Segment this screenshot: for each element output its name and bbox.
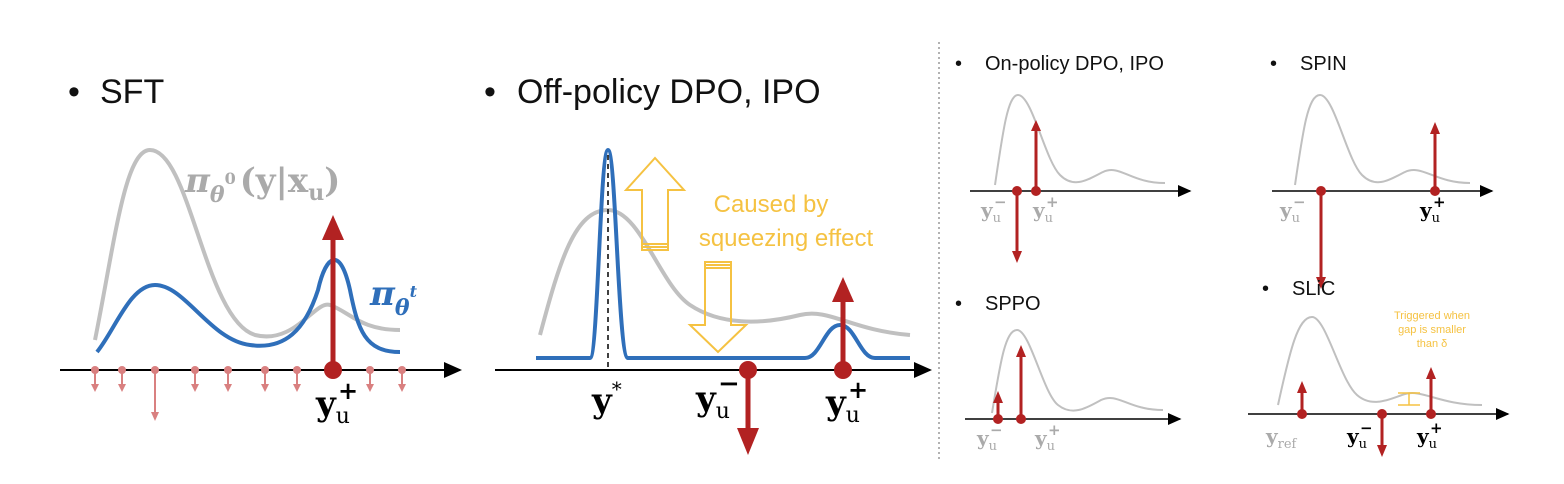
onpolicy-yminus-label: yu− [980,193,1007,226]
sft-small-down-arrows [91,366,406,421]
onpolicy-curve [994,93,1166,186]
small-arrow-4 [191,366,199,392]
panel-offpolicy-bullet: • [484,73,496,111]
small-arrow-7 [293,366,301,392]
sppo-yplus-label: yu+ [1034,421,1061,454]
small-arrow-3 [151,366,159,421]
offpolicy-yminus-label: yu− [695,369,740,424]
onpolicy-negative-arrow [1012,186,1022,263]
panel-sppo-title: SPPO [985,293,1041,315]
slic-note-line1: Triggered when [1394,310,1470,322]
sft-positive-arrow [322,215,344,379]
panel-slic-title: SLiC [1292,278,1335,300]
small-arrow-6 [261,366,269,392]
sft-old-policy-label: πθ0 (y|xu) [184,161,340,208]
slic-curve [1277,315,1483,406]
offpolicy-new-policy-curve [536,147,910,360]
slic-yref-label: yref [1265,424,1298,452]
panel-spin-title: SPIN [1300,53,1347,75]
sft-new-policy-curve [95,258,401,354]
panel-onpolicy-bullet: • [955,53,962,75]
panel-sft-bullet: • [68,73,80,111]
small-arrow-5 [224,366,232,392]
panel-onpolicy: • On-policy DPO, IPO yu− yu+ [955,53,1192,263]
panel-slic: • SLiC Triggered when gap is smaller tha… [1248,278,1510,457]
panel-sppo-bullet: • [955,293,962,315]
sft-new-policy-label: πθt [369,274,418,321]
slic-negative-arrow [1377,409,1387,457]
offpolicy-ystar-label: y* [591,377,622,421]
slic-note-line2: gap is smaller [1398,324,1466,336]
small-arrow-1 [91,366,99,392]
offpolicy-yplus-label: yu+ [825,375,868,428]
spin-yminus-label: yu− [1279,193,1306,226]
spin-curve [1294,93,1471,186]
sppo-positive-arrow [1016,345,1026,424]
spin-yplus-label: yu+ [1419,193,1446,226]
onpolicy-yplus-label: yu+ [1032,193,1059,226]
spin-negative-arrow [1316,186,1326,289]
offpolicy-up-hollow-arrow [623,156,687,251]
panel-spin-bullet: • [1270,53,1277,75]
slic-positive-arrow [1426,367,1436,419]
onpolicy-positive-arrow [1031,120,1041,196]
slic-yminus-label: yu− [1346,419,1373,452]
panel-spin: • SPIN yu− yu+ [1270,53,1494,289]
sppo-yminus-label: yu− [976,421,1003,454]
small-arrow-9 [398,366,406,392]
panel-sppo: • SPPO yu− yu+ [955,293,1182,454]
sppo-small-positive-arrow [993,391,1003,424]
panel-sft: • SFT πθ0 (y|xu) πθt yu+ [60,73,462,429]
sppo-curve [991,328,1164,414]
slic-yplus-label: yu+ [1416,419,1443,452]
panel-offpolicy-title: Off-policy DPO, IPO [517,73,821,111]
offpolicy-note-line2: squeezing effect [699,225,874,252]
slic-ref-arrow [1297,381,1307,419]
spin-positive-arrow [1430,122,1440,196]
panel-sft-title: SFT [100,73,164,111]
small-arrow-8 [366,366,374,392]
slic-note-line3: than δ [1417,338,1448,350]
small-arrow-2 [118,366,126,392]
offpolicy-negative-arrow [737,361,759,455]
offpolicy-positive-arrow [832,277,854,379]
panel-slic-bullet: • [1262,278,1269,300]
sft-yplus-label: yu+ [315,376,358,429]
panel-onpolicy-title: On-policy DPO, IPO [985,53,1164,75]
offpolicy-old-policy-curve [538,207,911,337]
offpolicy-note-line1: Caused by [714,191,829,218]
offpolicy-down-hollow-arrow [687,261,749,354]
panel-offpolicy: • Off-policy DPO, IPO Caused by squeezin… [484,73,932,455]
slic-gap-bracket [1398,392,1420,406]
